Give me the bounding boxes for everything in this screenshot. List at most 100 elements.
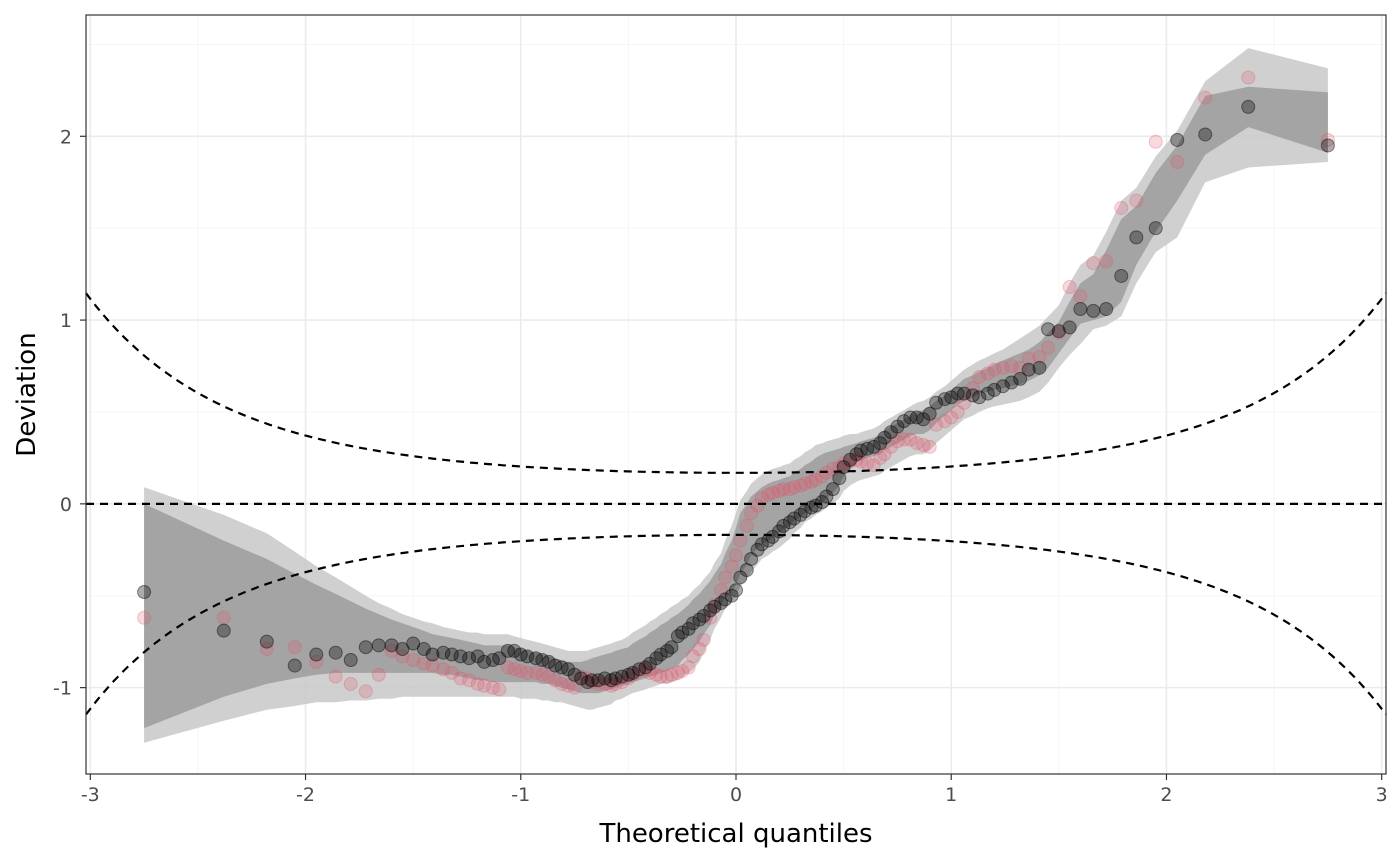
series-2-point <box>535 667 550 682</box>
series-1-point <box>896 414 911 429</box>
x-tick-label: -1 <box>511 784 530 806</box>
x-tick-label: 3 <box>1376 784 1388 806</box>
series-1-point <box>591 673 606 688</box>
axis-ticks <box>80 135 1383 780</box>
series-1-point <box>584 673 599 688</box>
series-2-point <box>1013 360 1028 375</box>
confidence-bands <box>144 48 1328 743</box>
series-1-point <box>733 570 748 585</box>
series-1-point <box>664 640 679 655</box>
series-2-point <box>866 458 881 473</box>
series-1-point <box>625 665 640 680</box>
series-1-point <box>528 651 543 666</box>
series-1-point <box>972 390 987 405</box>
series-1-point <box>425 647 440 662</box>
series-1-point <box>765 529 780 544</box>
series-2-point <box>995 360 1010 375</box>
series-1-point <box>903 410 918 425</box>
series-2-point <box>406 653 421 668</box>
series-2-point <box>909 436 924 451</box>
series-2-point <box>625 667 640 682</box>
series-2-point <box>815 469 830 484</box>
series-1-point <box>1032 360 1047 375</box>
series-2-point <box>896 432 911 447</box>
series-1-point <box>739 563 754 578</box>
series-1-point <box>965 388 980 403</box>
series-1-point <box>670 629 685 644</box>
series-1-point <box>287 658 302 673</box>
series-1-point <box>1320 138 1335 153</box>
series-2-point <box>782 482 797 497</box>
series-2-point <box>761 487 776 502</box>
series-1-point <box>343 653 358 668</box>
series-1-point <box>922 406 937 421</box>
series-2-point <box>1041 340 1056 355</box>
series-1-point <box>995 379 1010 394</box>
series-1-point <box>416 642 431 657</box>
series-2-point <box>987 362 1002 377</box>
series-2-point <box>632 664 647 679</box>
series-2-point <box>137 610 152 625</box>
series-1-point <box>950 386 965 401</box>
series-2-point <box>621 671 636 686</box>
series-1-point <box>638 660 653 675</box>
series-2-point <box>477 678 492 693</box>
inner-confidence-band <box>144 86 1328 729</box>
series-2-point <box>733 533 748 548</box>
series-2-point <box>903 432 918 447</box>
series-1-point <box>866 439 881 454</box>
series-2-point <box>328 669 343 684</box>
data-points <box>137 70 1335 699</box>
series-2-point <box>548 673 563 688</box>
series-2-point <box>287 640 302 655</box>
series-1-point <box>1041 322 1056 337</box>
series-1-point <box>685 616 700 631</box>
series-1-point <box>614 669 629 684</box>
series-2-point <box>1198 90 1213 105</box>
series-1-point <box>1073 302 1088 317</box>
series-2-point <box>937 414 952 429</box>
series-1-point <box>1148 221 1163 236</box>
series-1-point <box>507 643 522 658</box>
series-2-point <box>1062 279 1077 294</box>
series-1-point <box>718 592 733 607</box>
series-2-point <box>744 506 759 521</box>
series-2-point <box>787 480 802 495</box>
series-2-point <box>1099 254 1114 269</box>
series-1-point <box>436 645 451 660</box>
series-2-point <box>832 460 847 475</box>
series-2-point <box>1320 132 1335 147</box>
x-tick-labels: -3 -2 -1 0 1 2 3 <box>81 784 1388 806</box>
series-1-point <box>793 507 808 522</box>
series-2-point <box>713 583 728 598</box>
series-2-point <box>343 676 358 691</box>
series-2-point <box>729 548 743 563</box>
series-2-point <box>507 662 522 677</box>
series-1-point <box>808 498 823 513</box>
series-2-point <box>358 684 373 699</box>
series-1-point <box>877 430 892 445</box>
series-2-point <box>660 669 675 684</box>
series-2-point <box>944 410 959 425</box>
series-1-point <box>883 425 898 440</box>
series-2-point <box>950 404 965 419</box>
series-1-point <box>384 638 399 653</box>
series-1-point <box>309 647 324 662</box>
series-1-point <box>541 654 556 669</box>
series-1-point <box>707 599 722 614</box>
series-2-point <box>696 632 711 647</box>
series-1-point <box>1062 320 1077 335</box>
series-1-point <box>328 645 343 660</box>
series-2-point <box>804 474 819 489</box>
series-1-point <box>642 656 657 671</box>
series-1-point <box>825 482 840 497</box>
series-2-point <box>1032 349 1047 364</box>
series-1-point <box>259 634 274 649</box>
series-2-point <box>873 450 888 465</box>
series-1-point <box>608 671 623 686</box>
series-2-point <box>513 664 528 679</box>
series-1-point <box>675 625 690 640</box>
series-1-point <box>696 608 711 623</box>
series-2-point <box>436 662 451 677</box>
